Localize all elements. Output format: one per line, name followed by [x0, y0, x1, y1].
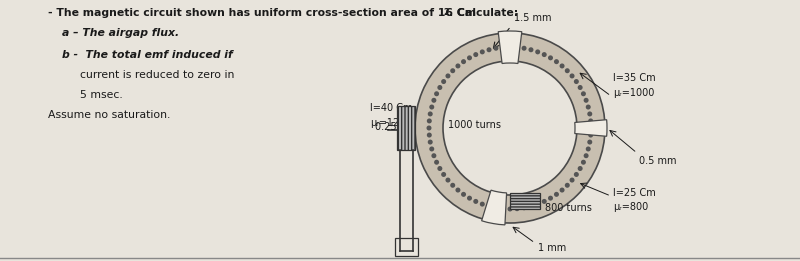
Circle shape [438, 166, 442, 171]
Wedge shape [482, 190, 506, 225]
Circle shape [430, 146, 434, 151]
Text: 0.25 A: 0.25 A [375, 122, 406, 132]
Text: l=25 Cm: l=25 Cm [613, 188, 656, 198]
Text: l=40 Cm: l=40 Cm [370, 103, 413, 113]
Text: Assume no saturation.: Assume no saturation. [48, 110, 170, 120]
Text: 1000 turns: 1000 turns [448, 120, 501, 130]
Circle shape [514, 206, 519, 211]
Circle shape [548, 55, 553, 60]
Text: 5 msec.: 5 msec. [80, 90, 122, 100]
Bar [510, 193, 540, 209]
Circle shape [431, 98, 436, 103]
Circle shape [507, 206, 513, 211]
Bar [395, 238, 418, 256]
Circle shape [578, 166, 582, 171]
Circle shape [559, 63, 565, 68]
Circle shape [431, 153, 436, 158]
Circle shape [581, 160, 586, 165]
Circle shape [587, 140, 592, 145]
Circle shape [589, 126, 594, 130]
Text: current is reduced to zero in: current is reduced to zero in [80, 70, 234, 80]
Circle shape [586, 105, 590, 110]
Circle shape [434, 91, 439, 96]
Bar [397, 106, 415, 150]
Text: b -  The total emf induced if: b - The total emf induced if [62, 50, 233, 60]
Text: l=35 Cm: l=35 Cm [613, 73, 656, 83]
Circle shape [455, 63, 461, 68]
Circle shape [427, 133, 432, 138]
Circle shape [430, 105, 434, 110]
Circle shape [428, 111, 433, 116]
Circle shape [588, 118, 593, 123]
Circle shape [548, 196, 553, 201]
Circle shape [480, 201, 485, 207]
Circle shape [486, 47, 491, 52]
Circle shape [522, 46, 526, 51]
Circle shape [434, 160, 439, 165]
Circle shape [565, 68, 570, 73]
Circle shape [529, 204, 534, 209]
Circle shape [581, 91, 586, 96]
Circle shape [574, 172, 579, 177]
Circle shape [507, 44, 513, 50]
Circle shape [535, 201, 540, 207]
Circle shape [450, 68, 455, 73]
Text: . Calculate:: . Calculate: [449, 8, 518, 18]
Circle shape [574, 79, 579, 84]
Circle shape [474, 52, 478, 57]
Circle shape [450, 183, 455, 188]
Circle shape [570, 177, 574, 182]
Circle shape [570, 73, 574, 79]
Wedge shape [498, 31, 522, 63]
Text: 800 turns: 800 turns [545, 203, 592, 213]
Circle shape [474, 199, 478, 204]
Circle shape [578, 85, 582, 90]
Text: 1 mm: 1 mm [538, 243, 566, 253]
Text: 2: 2 [443, 8, 449, 17]
Text: a – The airgap flux.: a – The airgap flux. [62, 28, 179, 38]
Text: μᵣ=1000: μᵣ=1000 [613, 88, 654, 98]
Circle shape [586, 146, 590, 151]
Circle shape [455, 188, 461, 193]
Text: - The magnetic circuit shown has uniform cross-section area of 16 Cm: - The magnetic circuit shown has uniform… [48, 8, 476, 18]
Circle shape [514, 45, 519, 50]
Circle shape [461, 59, 466, 64]
Circle shape [486, 204, 491, 209]
Text: 0.5 mm: 0.5 mm [639, 156, 677, 166]
Text: 1.5 mm: 1.5 mm [514, 13, 551, 23]
Circle shape [584, 98, 589, 103]
Circle shape [426, 126, 431, 130]
Circle shape [588, 133, 593, 138]
Text: μᵣ=800: μᵣ=800 [613, 202, 648, 212]
Circle shape [529, 47, 534, 52]
Circle shape [494, 205, 498, 210]
Circle shape [501, 45, 506, 50]
Circle shape [438, 85, 442, 90]
Circle shape [467, 55, 472, 60]
Circle shape [559, 188, 565, 193]
Text: μᵣ=1200: μᵣ=1200 [370, 118, 411, 128]
Circle shape [542, 52, 546, 57]
Circle shape [565, 183, 570, 188]
Circle shape [427, 118, 432, 123]
Circle shape [587, 111, 592, 116]
Circle shape [522, 205, 526, 210]
Circle shape [446, 177, 450, 182]
Circle shape [461, 192, 466, 197]
Circle shape [554, 59, 559, 64]
Circle shape [501, 206, 506, 211]
Circle shape [542, 199, 546, 204]
Circle shape [441, 79, 446, 84]
Circle shape [441, 172, 446, 177]
Circle shape [494, 46, 498, 51]
Circle shape [428, 140, 433, 145]
Circle shape [446, 73, 450, 79]
Circle shape [467, 196, 472, 201]
Circle shape [480, 49, 485, 54]
Circle shape [554, 192, 559, 197]
Circle shape [584, 153, 589, 158]
Wedge shape [574, 120, 607, 136]
Circle shape [535, 49, 540, 54]
